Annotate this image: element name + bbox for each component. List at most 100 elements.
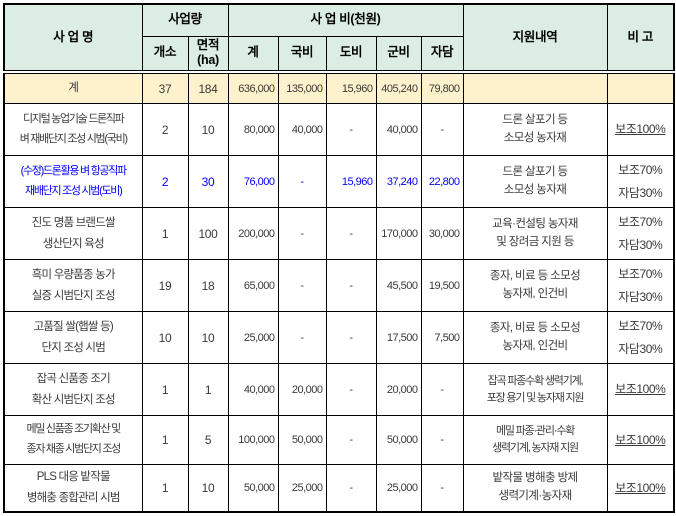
cell-project-name: 잡곡 신품종 조기 확산 시범단지 조성	[3, 363, 143, 417]
header-row-sub: 개소 면적 (ha) 계 국비 도비 군비 자담	[4, 35, 674, 73]
cell-note: 보조100%	[606, 103, 675, 157]
cell-support: 드론 살포기 등 소모성 농자재	[462, 103, 608, 157]
col-header-county: 군비	[375, 35, 422, 73]
col-header-province: 도비	[325, 35, 377, 73]
table-row: 잡곡 신품종 조기 확산 시범단지 조성 1 1 40,000 20,000 -…	[3, 363, 675, 417]
cell-project-name: 고품질 쌀(햅쌀 등) 단지 조성 시범	[3, 311, 143, 365]
table-row: 디지털 농업기술 드론직파 벼 재배단지 조성 시범(국비) 2 10 80,0…	[3, 103, 675, 157]
cell-province: 15,960	[325, 69, 377, 105]
cell-note: 보조100%	[606, 464, 675, 513]
col-header-volume-group: 사업량	[141, 3, 229, 37]
cell-county: 17,500	[375, 311, 422, 365]
cell-note: 보조100%	[606, 363, 675, 417]
table-header: 사 업 명 사업량 사 업 비(천원) 지원내역 비 고 개소 면적 (ha) …	[3, 3, 675, 73]
cell-national: 40,000	[277, 103, 327, 157]
cell-sites: 19	[141, 259, 189, 313]
cell-total: 636,000	[227, 69, 279, 105]
cell-support	[462, 69, 608, 105]
cell-total: 25,000	[227, 311, 279, 365]
cell-sites: 10	[141, 311, 189, 365]
cell-total: 80,000	[227, 103, 279, 157]
cell-county: 25,000	[375, 464, 422, 513]
col-header-cost-group: 사 업 비(천원)	[227, 3, 464, 37]
cell-support: 종자, 비료 등 소모성 농자재, 인건비	[462, 311, 608, 365]
col-header-project-name: 사 업 명	[3, 3, 143, 73]
cell-self-fund: 7,500	[420, 311, 464, 365]
cell-province: -	[325, 259, 377, 313]
cell-county: 45,500	[375, 259, 422, 313]
cell-self-fund: -	[420, 415, 464, 466]
table-row-revision: (수정)드론활용 벼 항공직파 재배단지 조성 시범(도비) 2 30 76,0…	[3, 155, 675, 209]
cell-county: 405,240	[375, 69, 422, 105]
cell-project-name: (수정)드론활용 벼 항공직파 재배단지 조성 시범(도비)	[3, 155, 143, 209]
cell-area: 100	[187, 207, 229, 261]
cell-self-fund: -	[420, 363, 464, 417]
cell-national: 50,000	[277, 415, 327, 466]
cell-province: -	[325, 363, 377, 417]
cell-national: -	[277, 259, 327, 313]
cell-total: 65,000	[227, 259, 279, 313]
cell-county: 170,000	[375, 207, 422, 261]
cell-county: 50,000	[375, 415, 422, 466]
cell-support: 잡곡 파종수확 생력기계, 포장 용기 및 농자재 지원	[462, 363, 608, 417]
cell-sites: 2	[141, 155, 189, 209]
cell-province: -	[325, 207, 377, 261]
cell-project-name: PLS 대응 밭작물 병해충 종합관리 시범	[3, 464, 143, 513]
table-row-total: 계 37 184 636,000 135,000 15,960 405,240 …	[3, 69, 675, 105]
cell-sites: 2	[141, 103, 189, 157]
cell-area: 18	[187, 259, 229, 313]
col-header-area: 면적 (ha)	[187, 35, 229, 73]
cell-support: 교육·컨설팅 농자재 및 장려금 지원 등	[462, 207, 608, 261]
table-row: PLS 대응 밭작물 병해충 종합관리 시범 1 10 50,000 25,00…	[3, 464, 675, 513]
cell-sites: 37	[141, 69, 189, 105]
cell-province: -	[325, 464, 377, 513]
col-header-note: 비 고	[606, 3, 675, 73]
cell-national: 25,000	[277, 464, 327, 513]
cell-self-fund: 30,000	[420, 207, 464, 261]
cell-note: 보조100%	[606, 415, 675, 466]
cell-support: 종자, 비료 등 소모성 농자재, 인건비	[462, 259, 608, 313]
cell-total: 100,000	[227, 415, 279, 466]
cell-national: 135,000	[277, 69, 327, 105]
col-header-support: 지원내역	[462, 3, 608, 73]
cell-province: 15,960	[325, 155, 377, 209]
cell-project-name: 진도 명품 브랜드쌀 생산단지 육성	[3, 207, 143, 261]
cell-county: 37,240	[375, 155, 422, 209]
cell-national: -	[277, 207, 327, 261]
cell-area: 10	[187, 464, 229, 513]
cell-county: 20,000	[375, 363, 422, 417]
cell-area: 10	[187, 311, 229, 365]
cell-support: 밭작물 병해충 방제 생력기계·농자재	[462, 464, 608, 513]
cell-project-name: 디지털 농업기술 드론직파 벼 재배단지 조성 시범(국비)	[3, 103, 143, 157]
col-header-total: 계	[227, 35, 279, 73]
cell-self-fund: 19,500	[420, 259, 464, 313]
cell-national: -	[277, 311, 327, 365]
cell-note: 보조70% 자담30%	[606, 311, 675, 365]
cell-note: 보조70% 자담30%	[606, 207, 675, 261]
cell-project-name: 흑미 우량품종 농가 실증 시범단지 조성	[3, 259, 143, 313]
cell-note: 보조70% 자담30%	[606, 155, 675, 209]
header-row-groups: 사 업 명 사업량 사 업 비(천원) 지원내역 비 고	[3, 3, 675, 73]
cell-project-name: 계	[3, 69, 143, 105]
cell-area: 10	[187, 103, 229, 157]
cell-national: -	[277, 155, 327, 209]
cell-project-name: 메밀 신품종 조기확산 및 종자 채종 시범단지 조성	[3, 415, 143, 466]
cell-sites: 1	[141, 363, 189, 417]
col-header-self-fund: 자담	[420, 35, 464, 73]
col-header-national: 국비	[277, 35, 327, 73]
cell-province: -	[325, 415, 377, 466]
cell-area: 184	[187, 69, 229, 105]
table-row: 메밀 신품종 조기확산 및 종자 채종 시범단지 조성 1 5 100,000 …	[3, 415, 675, 466]
cell-sites: 1	[141, 415, 189, 466]
cell-self-fund: 22,800	[420, 155, 464, 209]
cell-sites: 1	[141, 464, 189, 513]
cell-sites: 1	[141, 207, 189, 261]
cell-self-fund: -	[420, 103, 464, 157]
cell-total: 40,000	[227, 363, 279, 417]
cell-county: 40,000	[375, 103, 422, 157]
cell-national: 20,000	[277, 363, 327, 417]
cell-note	[606, 69, 675, 105]
col-header-sites: 개소	[141, 35, 189, 73]
cell-province: -	[325, 103, 377, 157]
